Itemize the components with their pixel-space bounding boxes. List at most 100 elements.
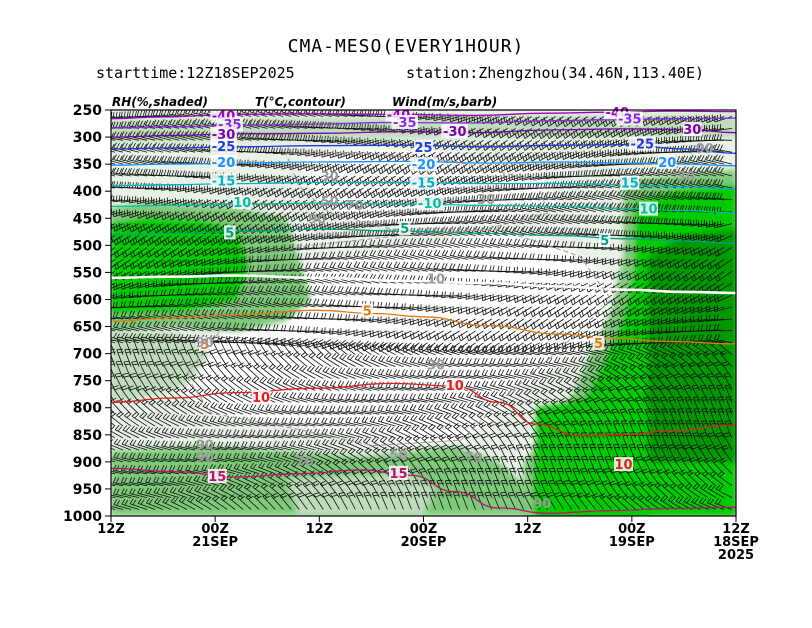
wind-barb — [618, 189, 636, 201]
wind-barb — [690, 166, 709, 177]
wind-barb — [433, 186, 452, 196]
wind-barb — [120, 167, 140, 177]
wind-barb — [450, 163, 468, 175]
y-tick-label: 650 — [73, 320, 102, 336]
wind-barb — [111, 150, 116, 153]
x-tick-label-date: 19SEP — [609, 535, 655, 550]
wind-barb — [377, 151, 396, 161]
wind-barb — [490, 151, 508, 163]
wind-barb — [111, 154, 124, 165]
wind-barb — [706, 178, 725, 189]
wind-barb — [337, 231, 356, 239]
temp-label: 10 — [446, 379, 464, 394]
wind-barb — [569, 190, 588, 201]
wind-barb — [713, 133, 733, 141]
wind-barb — [401, 208, 420, 217]
rh-label: 90 — [696, 142, 714, 157]
wind-barb — [689, 154, 709, 165]
wind-barb — [553, 226, 572, 236]
wind-barb — [297, 148, 316, 156]
wind-barb — [482, 139, 500, 151]
rh-label: 30 — [477, 193, 495, 208]
wind-barb — [321, 135, 340, 143]
wind-barb — [111, 116, 116, 118]
wind-barb — [553, 161, 572, 170]
temp-label: 5 — [363, 304, 372, 319]
wind-barb — [385, 209, 404, 218]
wind-barb — [370, 163, 388, 175]
rh-label: 10 — [427, 272, 445, 287]
wind-barb — [322, 187, 340, 199]
wind-barb — [593, 214, 612, 225]
wind-barb — [241, 173, 260, 182]
wind-barb — [129, 235, 148, 246]
wind-barb — [537, 191, 556, 201]
wind-barb — [111, 247, 116, 251]
y-tick-label: 550 — [73, 265, 102, 281]
wind-barb — [153, 223, 172, 234]
wind-barb — [120, 195, 140, 203]
temp-label: 20 — [658, 156, 676, 171]
wind-barb — [546, 151, 564, 161]
wind-barb — [586, 128, 605, 139]
wind-barb — [433, 113, 452, 121]
wind-barb — [610, 189, 628, 201]
wind-barb — [338, 187, 356, 199]
wind-barb — [113, 154, 132, 165]
rh-label: 30 — [427, 359, 445, 374]
wind-barb — [569, 150, 588, 160]
wind-barb — [633, 230, 652, 238]
wind-barb — [681, 190, 700, 201]
wind-barb — [329, 211, 348, 221]
y-tick-label: 750 — [73, 374, 102, 390]
y-tick-label: 350 — [73, 157, 102, 173]
wind-barb — [473, 185, 492, 194]
wind-barb — [665, 136, 684, 144]
wind-barb — [706, 154, 725, 165]
wind-barb — [609, 202, 628, 213]
wind-barbs-layer — [111, 110, 733, 510]
wind-barb — [625, 215, 644, 225]
wind-barb — [481, 184, 500, 193]
wind-barb — [121, 209, 140, 218]
wind-barb — [513, 193, 532, 201]
legend-temperature: T(°C,contour) — [255, 95, 346, 109]
wind-barb — [689, 191, 709, 201]
wind-barb — [586, 150, 604, 159]
rh-label: 30 — [321, 170, 339, 185]
wind-barb — [361, 210, 380, 219]
wind-barb — [442, 163, 460, 175]
wind-barb — [369, 209, 388, 219]
temp-label: -35 — [393, 116, 417, 131]
wind-barb — [112, 167, 132, 177]
wind-barb — [305, 162, 324, 172]
y-tick-label: 800 — [73, 401, 102, 417]
wind-barb — [345, 136, 364, 145]
station-label: station:Zhengzhou(34.46N,113.40E) — [406, 64, 705, 82]
legend-wind: Wind(m/s,barb) — [392, 95, 497, 109]
rh-label: 70 — [464, 451, 482, 466]
rh-label: 90 — [533, 497, 551, 512]
wind-barb — [361, 123, 380, 131]
wind-barb — [193, 211, 212, 222]
wind-barb — [650, 190, 668, 201]
wind-barb — [626, 189, 645, 201]
wind-barb — [233, 235, 252, 245]
wind-barb — [137, 196, 156, 204]
wind-barb — [562, 151, 580, 160]
wind-barb — [111, 162, 116, 165]
wind-barb — [625, 167, 644, 177]
wind-barb — [177, 184, 196, 192]
wind-barb — [457, 215, 476, 225]
wind-barb — [111, 187, 116, 189]
wind-barb — [674, 232, 692, 241]
y-tick-label: 600 — [73, 293, 102, 309]
wind-barb — [561, 226, 580, 236]
wind-barb — [578, 128, 597, 139]
wind-barb — [305, 134, 324, 142]
wind-barb — [144, 182, 164, 190]
wind-barb — [594, 128, 613, 139]
wind-barb — [305, 232, 324, 241]
wind-barb — [682, 232, 701, 241]
wind-barb — [513, 163, 532, 173]
